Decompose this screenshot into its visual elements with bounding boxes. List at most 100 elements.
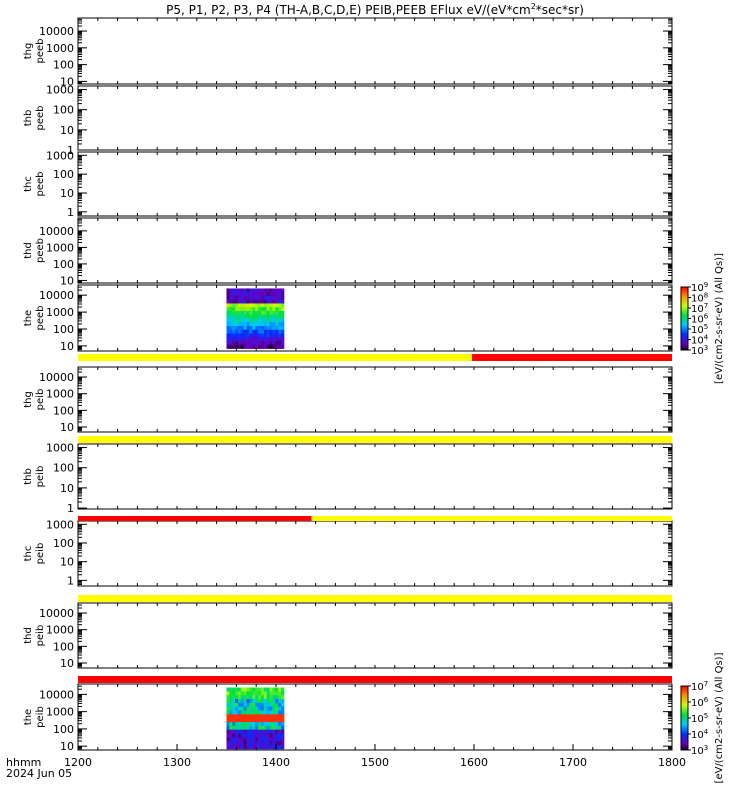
panel-probe-label: thb bbox=[23, 110, 34, 127]
spectrogram-cell bbox=[240, 337, 245, 342]
spectrogram-cell bbox=[226, 714, 230, 719]
spectrogram-cell bbox=[281, 322, 285, 327]
spectrogram-cell bbox=[229, 733, 233, 738]
spectrogram-cell bbox=[243, 741, 247, 746]
spectrogram-cell bbox=[266, 725, 270, 731]
y-tick-label: 100 bbox=[53, 59, 74, 72]
spectrogram-cell bbox=[226, 307, 230, 312]
panel-thd-peeb-frame bbox=[77, 217, 673, 284]
spectrogram-cell bbox=[275, 333, 279, 338]
spectrogram-cell bbox=[266, 741, 270, 746]
spectrogram-cell bbox=[255, 733, 259, 738]
spectrogram-cell bbox=[232, 729, 236, 734]
spectrogram-cell bbox=[255, 706, 259, 711]
spectrogram-cell bbox=[278, 714, 282, 719]
spectrogram-cell bbox=[260, 329, 265, 334]
spectrogram-cell bbox=[235, 687, 239, 692]
spectrogram-cell bbox=[275, 733, 279, 738]
spectrogram-cell bbox=[252, 725, 256, 731]
spectrogram-cell bbox=[235, 288, 239, 293]
spectrogram-cell bbox=[235, 329, 239, 334]
spectrogram-cell bbox=[281, 741, 285, 746]
spectrogram-cell bbox=[263, 737, 268, 742]
spectrogram-cell bbox=[252, 303, 256, 308]
spectrogram-cell bbox=[226, 737, 230, 742]
time-axis-label: hhmm bbox=[6, 756, 41, 769]
spectrogram-cell bbox=[278, 706, 282, 711]
panel-probe-label: thd bbox=[23, 627, 34, 644]
spectrogram-cell bbox=[255, 310, 259, 316]
panel-thb-peeb: 1 10 100 1000 thb peeb bbox=[23, 84, 673, 157]
spectrogram-cell bbox=[252, 695, 256, 700]
spectrogram-cell bbox=[249, 718, 253, 723]
spectrogram-cell bbox=[260, 745, 265, 750]
spectrogram-cell bbox=[269, 299, 273, 304]
spectrogram-cell bbox=[266, 722, 270, 727]
spectrogram-cell bbox=[235, 322, 239, 327]
spectrogram-cell bbox=[226, 741, 230, 746]
spectrogram-cell bbox=[226, 722, 230, 727]
colorbar-tick-label: 107 bbox=[691, 302, 708, 315]
spectrogram-cell bbox=[266, 299, 270, 304]
spectrogram-cell bbox=[269, 307, 273, 312]
spectrogram-cell bbox=[232, 307, 236, 312]
spectrogram-cell bbox=[229, 307, 233, 312]
spectrogram-cell bbox=[240, 303, 245, 308]
spectrogram-cell bbox=[246, 737, 250, 742]
spectrogram-cell bbox=[249, 299, 253, 304]
spectrogram-cell bbox=[266, 314, 270, 319]
spectrogram-cell bbox=[243, 729, 247, 734]
spectrogram-cell bbox=[232, 292, 236, 297]
spectrogram-cell bbox=[260, 288, 265, 293]
spectrogram-cell bbox=[272, 288, 276, 293]
spectrogram-cell bbox=[272, 733, 276, 738]
spectrogram-cell bbox=[226, 299, 230, 304]
spectrogram-cell bbox=[258, 295, 262, 301]
spectrogram-cell bbox=[275, 725, 279, 731]
spectrogram-cell bbox=[232, 695, 236, 700]
spectrogram-cell bbox=[281, 314, 285, 319]
spectrogram-cell bbox=[246, 310, 250, 316]
spectrogram-cell bbox=[249, 695, 253, 700]
spectrogram-cell bbox=[258, 714, 262, 719]
spectrogram-cell bbox=[246, 329, 250, 334]
y-tick-label: 1000 bbox=[46, 442, 74, 455]
y-tick-label: 100 bbox=[53, 104, 74, 117]
spectrogram-cell bbox=[278, 702, 282, 708]
spectrogram-cell bbox=[260, 314, 265, 319]
spectrogram-cell bbox=[240, 333, 245, 338]
y-tick-label: 1 bbox=[67, 144, 74, 157]
panel-thd-peib-frame bbox=[77, 602, 673, 669]
spectrogram-cell bbox=[281, 310, 285, 316]
colorbar-tick-label: 105 bbox=[691, 712, 708, 725]
spectrogram-cell bbox=[246, 318, 250, 323]
spectrogram-cell bbox=[266, 344, 270, 349]
spectrogram-cell bbox=[226, 326, 230, 331]
spectrogram-cell bbox=[226, 725, 230, 731]
y-tick-label: 1000 bbox=[46, 624, 74, 637]
spectrogram-cell bbox=[229, 341, 233, 346]
spectrogram-cell bbox=[229, 314, 233, 319]
spectrogram-cell bbox=[232, 722, 236, 727]
panel-species-label: peeb bbox=[35, 106, 46, 131]
spectrogram-cell bbox=[275, 722, 279, 727]
spectrogram-cell bbox=[249, 326, 253, 331]
spectrogram-cell bbox=[237, 333, 242, 338]
spectrogram-cell bbox=[281, 725, 285, 731]
spectrogram-cell bbox=[243, 333, 247, 338]
spectrogram-cell bbox=[275, 706, 279, 711]
spectrogram-cell bbox=[281, 329, 285, 334]
spectrogram-cell bbox=[272, 314, 276, 319]
spectrogram-cell bbox=[235, 307, 239, 312]
spectrogram-cell bbox=[237, 337, 242, 342]
colorbar-tick-label: 108 bbox=[691, 292, 708, 305]
spectrogram-cell bbox=[281, 699, 285, 704]
spectrogram-cell bbox=[249, 337, 253, 342]
spectrogram-cell bbox=[260, 322, 265, 327]
panel-species-label: peeb bbox=[35, 39, 46, 64]
spectrogram-cell bbox=[229, 292, 233, 297]
spectrogram-cell bbox=[243, 691, 247, 696]
spectrogram-cell bbox=[266, 699, 270, 704]
spectrogram-cell bbox=[226, 691, 230, 696]
